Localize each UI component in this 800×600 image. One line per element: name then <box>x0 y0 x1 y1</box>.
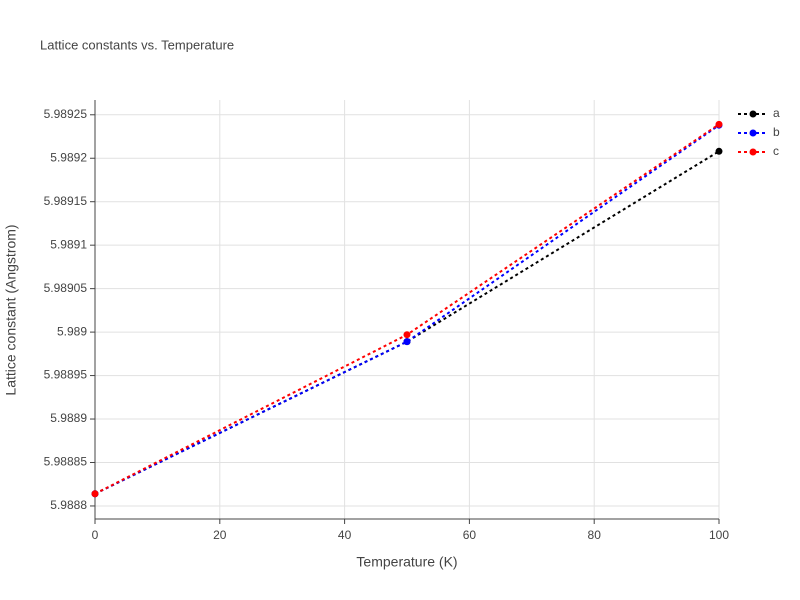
point <box>403 338 411 346</box>
series-line <box>94 124 720 495</box>
x-tick-label: 80 <box>588 528 602 542</box>
point <box>715 147 723 155</box>
point <box>91 490 99 498</box>
y-tick-label: 5.9889 <box>50 411 87 425</box>
legend-label: a <box>773 106 780 120</box>
point <box>715 120 723 128</box>
legend-label: c <box>773 144 779 158</box>
series-line <box>94 123 720 495</box>
y-tick-label: 5.98905 <box>44 281 88 295</box>
x-tick-label: 100 <box>709 528 729 542</box>
legend-marker <box>749 129 757 137</box>
legend-marker <box>749 110 757 118</box>
x-tick-label: 40 <box>338 528 352 542</box>
y-tick-label: 5.98915 <box>44 194 88 208</box>
x-tick-label: 60 <box>463 528 477 542</box>
y-tick-label: 5.98925 <box>44 107 88 121</box>
x-tick-label: 0 <box>92 528 99 542</box>
chart-title: Lattice constants vs. Temperature <box>40 37 234 52</box>
y-tick-label: 5.9891 <box>50 237 87 251</box>
y-tick-label: 5.9892 <box>50 150 87 164</box>
x-tick-label: 20 <box>213 528 227 542</box>
y-tick-label: 5.98885 <box>44 455 88 469</box>
y-axis-title: Lattice constant (Angstrom) <box>3 224 19 395</box>
y-tick-label: 5.98895 <box>44 368 88 382</box>
point <box>403 331 411 339</box>
y-tick-label: 5.9888 <box>50 498 87 512</box>
series-line <box>94 150 720 495</box>
x-axis-title: Temperature (K) <box>356 554 457 570</box>
legend-label: b <box>773 125 780 139</box>
y-tick-label: 5.989 <box>57 324 87 338</box>
legend-marker <box>749 148 757 156</box>
